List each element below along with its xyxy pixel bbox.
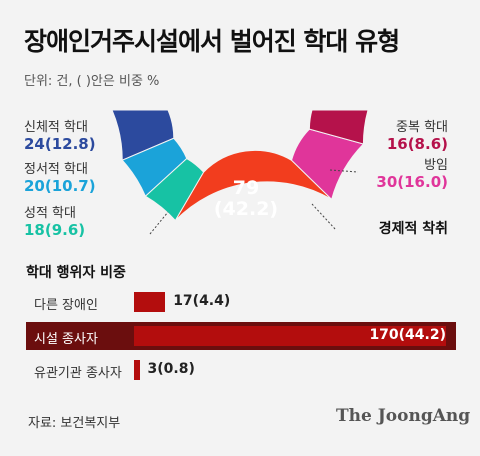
slice-value-economic-count: 79: [232, 177, 260, 199]
bar-value-label: 3(0.8): [147, 361, 195, 377]
slice-label-economic: 경제적 착취: [378, 221, 448, 237]
slice-label-sexual: 성적 학대: [24, 206, 76, 221]
bar-row: 다른 장애인 17(4.4): [26, 288, 456, 316]
slice-value-sexual: 18(9.6): [24, 221, 86, 239]
label-physical: 신체적 학대 24(12.8): [24, 116, 96, 153]
slice-label-emotional: 정서적 학대: [24, 162, 88, 177]
publisher-logo: The JoongAng: [336, 406, 471, 426]
half-donut-chart: [111, 109, 369, 235]
label-economic-inside: 79 (42.2): [196, 178, 296, 220]
slice-label-neglect: 방임: [424, 158, 448, 173]
source-note: 자료: 보건복지부: [28, 416, 121, 431]
bar-category-label: 다른 장애인: [34, 298, 98, 313]
slice-economic: [174, 149, 332, 221]
bar-value-label: 170(44.2): [369, 327, 446, 343]
bar-chart-title: 학대 행위자 비중: [26, 265, 126, 281]
slice-value-economic-pct: (42.2): [213, 198, 279, 220]
slice-value-physical: 24(12.8): [24, 135, 96, 153]
slice-label-multiple: 중복 학대: [396, 120, 448, 135]
leader-sexual: [149, 211, 169, 235]
bar-row: 시설 종사자 170(44.2): [26, 322, 456, 350]
slice-label-physical: 신체적 학대: [24, 120, 88, 135]
bar-2: [134, 360, 140, 380]
bar-category-label: 유관기관 종사자: [34, 366, 122, 381]
label-multiple: 중복 학대 16(8.6): [360, 116, 448, 153]
bar-0: [134, 292, 166, 312]
bar-value-label: 17(4.4): [173, 293, 231, 309]
label-sexual: 성적 학대 18(9.6): [24, 202, 85, 239]
slice-multiple: [308, 109, 369, 145]
leader-neglect: [329, 169, 359, 173]
leader-economic: [311, 203, 337, 231]
slice-value-neglect: 30(16.0): [376, 173, 448, 191]
label-neglect: 방임 30(16.0): [360, 154, 448, 191]
bar-category-label: 시설 종사자: [34, 332, 98, 347]
unit-note: 단위: 건, ( )안은 비중 %: [24, 74, 160, 89]
slice-value-emotional: 20(10.7): [24, 177, 96, 195]
bar-row: 유관기관 종사자 3(0.8): [26, 356, 456, 384]
slice-value-multiple: 16(8.6): [386, 135, 448, 153]
chart-title: 장애인거주시설에서 벌어진 학대 유형: [24, 27, 400, 56]
bar-1: [134, 326, 446, 346]
label-emotional: 정서적 학대 20(10.7): [24, 158, 96, 195]
